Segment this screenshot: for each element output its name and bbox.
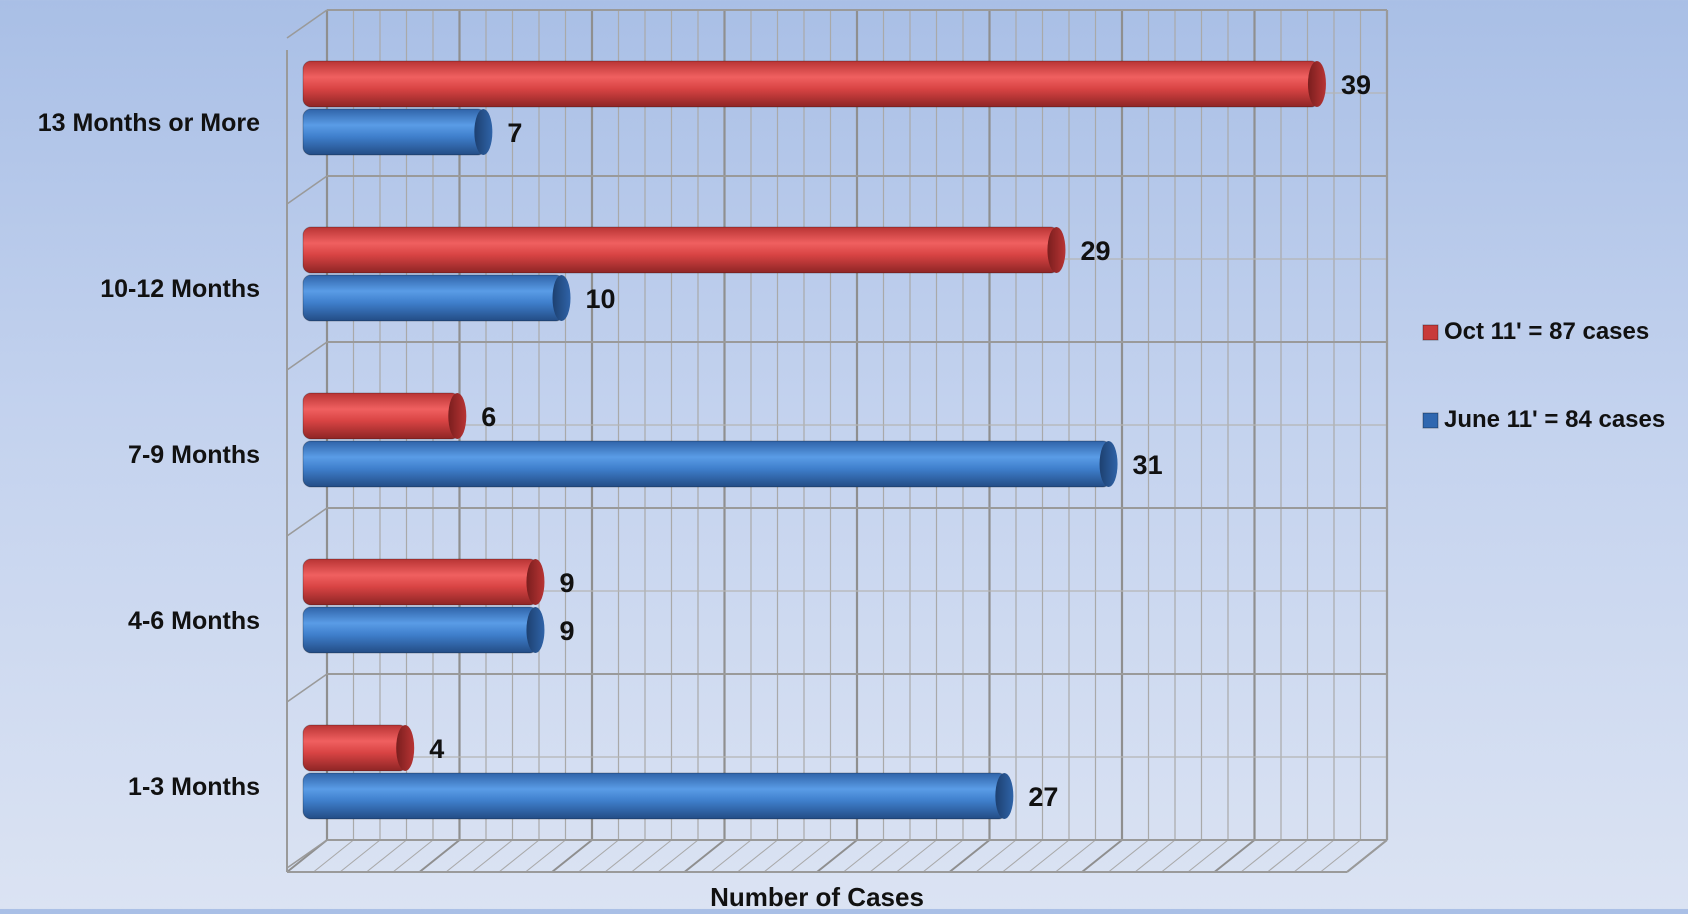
bar-june	[302, 606, 538, 654]
bar-cap	[1047, 227, 1066, 273]
gridline-side	[286, 839, 328, 869]
data-label: 31	[1133, 450, 1163, 480]
bar-cap	[526, 607, 545, 653]
gridline-floor	[1002, 839, 1043, 873]
gridline-floor	[313, 839, 354, 873]
gridline-floor	[657, 839, 699, 873]
data-label: 4	[429, 734, 444, 764]
gridline-floor	[737, 839, 778, 873]
gridline-floor	[710, 839, 752, 873]
gridline-floor	[366, 839, 407, 873]
gridline-floor	[1320, 839, 1361, 873]
bar-oct	[302, 724, 408, 772]
gridline-floor	[763, 839, 805, 873]
category-label: 7-9 Months	[128, 441, 260, 469]
gridline-floor	[445, 839, 487, 873]
bar-cap	[526, 559, 545, 605]
bar-june	[302, 274, 564, 322]
bar-june	[302, 440, 1112, 488]
gridline-floor	[1028, 839, 1070, 873]
category-label: 1-3 Months	[128, 773, 260, 801]
gridline-side	[286, 507, 328, 537]
gridline-floor	[1161, 839, 1202, 873]
gridline-floor	[1081, 839, 1123, 873]
gridline-floor	[604, 839, 646, 873]
data-label: 39	[1341, 70, 1371, 100]
gridline-floor	[525, 839, 566, 873]
data-label: 9	[559, 568, 574, 598]
gridline-floor	[948, 839, 991, 873]
axis-floor-right-edge	[1346, 839, 1388, 873]
category-label: 4-6 Months	[128, 607, 260, 635]
data-label: 7	[507, 118, 522, 148]
gridline-floor	[578, 839, 619, 873]
gridline-floor	[816, 839, 858, 873]
gridline-floor	[1055, 839, 1096, 873]
bar-cap	[995, 773, 1014, 819]
gridline-floor	[339, 839, 381, 873]
bar-oct	[302, 558, 538, 606]
gridline-floor	[392, 839, 434, 873]
data-label: 6	[481, 402, 496, 432]
gridline-side	[286, 341, 328, 371]
gridline-floor	[896, 839, 937, 873]
bar-oct	[302, 226, 1059, 274]
data-label: 27	[1028, 782, 1058, 812]
x-axis-label: Number of Cases	[710, 882, 924, 909]
bar-cap	[1099, 441, 1118, 487]
bar-cap	[448, 393, 467, 439]
bar-oct	[302, 392, 460, 440]
gridline-floor	[1108, 839, 1149, 873]
gridline-floor	[498, 839, 540, 873]
legend-swatch	[1422, 324, 1439, 341]
gridline-side	[286, 9, 328, 39]
category-label: 13 Months or More	[38, 109, 260, 137]
gridline-floor	[1267, 839, 1308, 873]
bar-cap	[396, 725, 415, 771]
gridline-floor	[975, 839, 1017, 873]
gridline-floor	[790, 839, 831, 873]
gridline-floor	[1134, 839, 1176, 873]
gridline-floor	[418, 839, 461, 873]
gridline-floor	[843, 839, 884, 873]
gridline-floor	[1187, 839, 1229, 873]
category-label: 10-12 Months	[100, 275, 260, 303]
gridline-floor	[472, 839, 513, 873]
gridline-floor	[683, 839, 726, 873]
gridline-floor	[551, 839, 593, 873]
data-label: 29	[1080, 236, 1110, 266]
bar-oct	[302, 60, 1320, 108]
gridline-floor	[922, 839, 964, 873]
bar-june	[302, 108, 486, 156]
gridline-floor	[1213, 839, 1256, 873]
data-label: 9	[559, 616, 574, 646]
data-label: 10	[586, 284, 616, 314]
bar-cap	[1307, 61, 1326, 107]
gridline-floor	[1293, 839, 1335, 873]
legend-entry: June 11' = 84 cases	[1444, 406, 1665, 433]
gridline-floor	[869, 839, 911, 873]
gridline-floor	[1240, 839, 1282, 873]
bar-cap	[474, 109, 493, 155]
bar-cap	[552, 275, 571, 321]
bar-june	[302, 772, 1007, 820]
gridline-side	[286, 673, 328, 703]
gridline-floor	[631, 839, 672, 873]
gridline-side	[286, 175, 328, 205]
legend-entry: Oct 11' = 87 cases	[1444, 318, 1649, 345]
legend-swatch	[1422, 412, 1439, 429]
